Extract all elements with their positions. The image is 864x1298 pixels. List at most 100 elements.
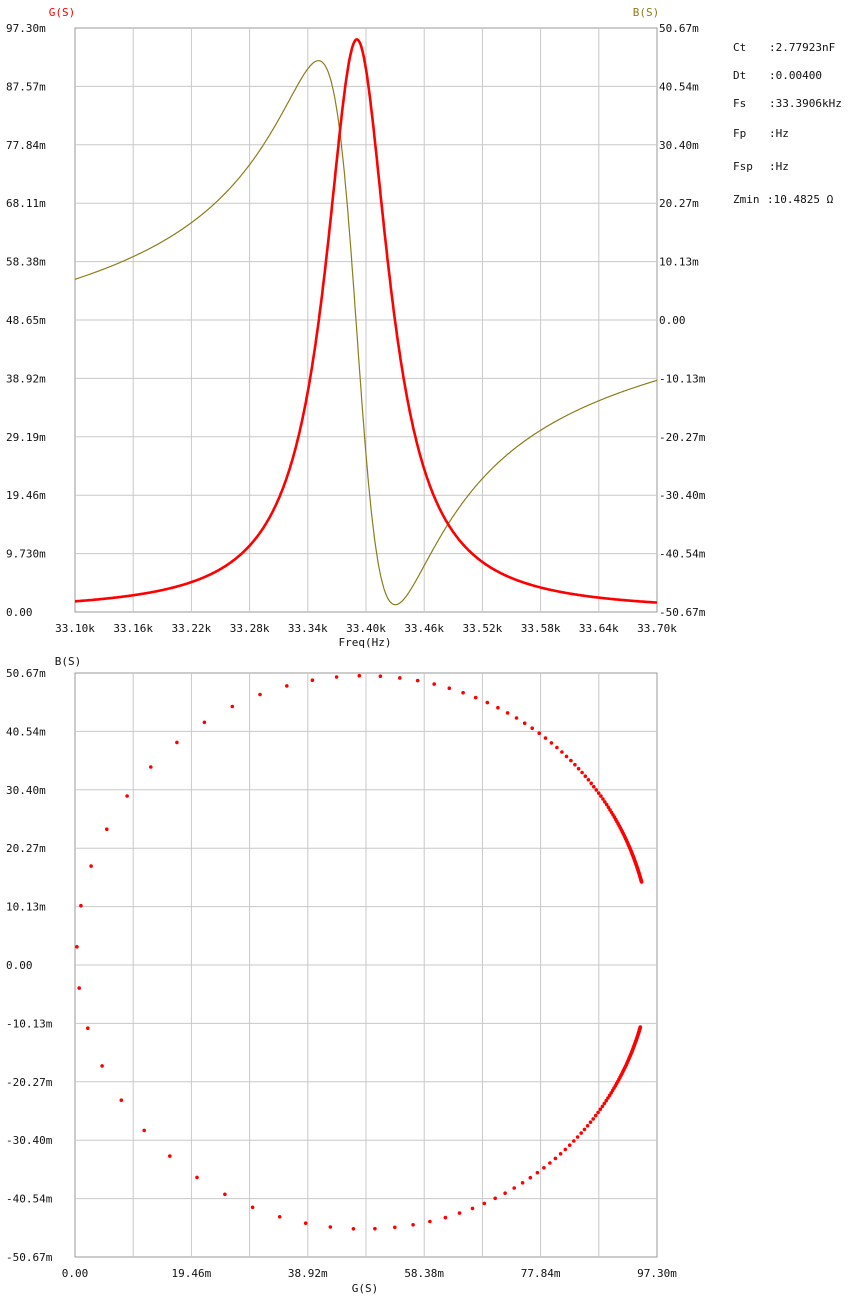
admittance-point: [607, 1093, 612, 1098]
top-x-tick-label: 33.70k: [637, 622, 677, 635]
admittance-point: [573, 762, 577, 767]
top-left-y-tick-label: 0.00: [6, 606, 33, 619]
admittance-point: [428, 1219, 432, 1224]
bottom-x-tick-label: 38.92m: [288, 1267, 328, 1280]
bottom-y-tick-label: -20.27m: [6, 1076, 53, 1089]
admittance-point: [548, 1161, 552, 1165]
admittance-point: [89, 864, 93, 868]
admittance-point: [639, 880, 644, 884]
admittance-point: [373, 1226, 377, 1231]
top-left-y-tick-label: 48.65m: [6, 314, 46, 327]
admittance-point: [594, 788, 599, 792]
info-fp-value: :Hz: [769, 127, 789, 140]
admittance-point: [579, 1131, 583, 1135]
top-left-y-tick-label: 87.57m: [6, 80, 46, 93]
admittance-point: [596, 791, 601, 795]
admittance-point: [457, 1211, 462, 1215]
top-left-y-tick-label: 58.38m: [6, 256, 46, 269]
info-ct-key: Ct: [733, 41, 746, 54]
admittance-point: [560, 750, 564, 754]
bottom-x-tick-label: 77.84m: [521, 1267, 561, 1280]
admittance-point: [601, 797, 605, 801]
admittance-point: [393, 1225, 397, 1230]
admittance-point: [503, 1191, 507, 1195]
admittance-point: [168, 1154, 172, 1158]
top-right-y-tick-label: 20.27m: [659, 197, 699, 210]
admittance-point: [604, 1098, 608, 1103]
admittance-point: [415, 678, 420, 683]
bottom-x-tick-label: 0.00: [62, 1267, 89, 1280]
admittance-point: [119, 1098, 124, 1102]
bottom-x-tick-label: 97.30m: [637, 1267, 677, 1280]
admittance-point: [567, 1143, 572, 1147]
admittance-point: [334, 675, 339, 679]
admittance-point: [195, 1175, 199, 1180]
info-ct-value: :2.77923nF: [769, 41, 835, 54]
admittance-point: [558, 1152, 563, 1156]
admittance-point: [443, 1215, 448, 1220]
admittance-point: [542, 1166, 546, 1170]
bottom-tick-labels: 0.00 19.46m 38.92m 58.38m 77.84m 97.30m -50.67…: [6, 667, 677, 1280]
admittance-point: [86, 1026, 90, 1030]
admittance-point: [505, 711, 510, 715]
admittance-point: [591, 1117, 595, 1121]
admittance-point: [586, 778, 591, 782]
admittance-point: [530, 726, 534, 730]
admittance-point: [496, 705, 500, 710]
top-right-y-tick-label: -20.27m: [659, 431, 706, 444]
top-x-tick-label: 33.16k: [113, 622, 153, 635]
top-left-y-tick-label: 19.46m: [6, 489, 46, 502]
admittance-point: [596, 1110, 600, 1115]
admittance-point: [432, 682, 437, 686]
bottom-x-axis-label: G(S): [352, 1282, 379, 1295]
admittance-point: [250, 1205, 255, 1210]
admittance-point: [411, 1223, 415, 1227]
admittance-point: [520, 1181, 525, 1185]
top-right-y-tick-label: -10.13m: [659, 372, 706, 385]
top-x-tick-label: 33.22k: [172, 622, 212, 635]
admittance-point: [564, 754, 569, 759]
top-x-axis-label: Freq(Hz): [339, 636, 392, 649]
bottom-series: [75, 673, 644, 1231]
bottom-y-tick-label: -40.54m: [6, 1193, 53, 1206]
info-dt-value: :0.00400: [769, 69, 822, 82]
admittance-point: [528, 1175, 533, 1180]
admittance-point: [230, 704, 235, 709]
info-fsp-value: :Hz: [769, 160, 789, 173]
admittance-point: [398, 676, 402, 680]
admittance-point: [461, 690, 465, 695]
top-left-y-tick-label: 9.730m: [6, 548, 46, 561]
admittance-point: [142, 1128, 146, 1133]
top-x-tick-label: 33.28k: [230, 622, 270, 635]
top-x-tick-label: 33.46k: [404, 622, 444, 635]
admittance-point: [606, 1096, 610, 1100]
top-right-y-tick-label: -40.54m: [659, 548, 706, 561]
admittance-point: [79, 903, 83, 908]
admittance-point: [285, 684, 289, 688]
admittance-point: [514, 716, 519, 720]
top-x-tick-label: 33.58k: [521, 622, 561, 635]
admittance-point: [606, 805, 611, 810]
top-right-y-tick-label: 50.67m: [659, 22, 699, 35]
admittance-point: [77, 986, 81, 990]
admittance-point: [493, 1196, 498, 1201]
admittance-point: [593, 1113, 598, 1118]
bottom-y-tick-label: -30.40m: [6, 1134, 53, 1147]
top-left-y-tick-label: 38.92m: [6, 372, 46, 385]
admittance-point: [583, 774, 588, 778]
top-tick-labels: 33.10k 33.16k 33.22k 33.28k 33.34k 33.40k 33.4…: [6, 22, 706, 635]
top-right-y-tick-label: 40.54m: [659, 80, 699, 93]
admittance-point: [258, 692, 262, 697]
bottom-y-tick-label: -50.67m: [6, 1251, 53, 1264]
admittance-point: [563, 1147, 568, 1152]
b-susceptance-line: [74, 60, 658, 606]
admittance-point: [592, 784, 596, 789]
admittance-point: [535, 1170, 540, 1175]
admittance-point: [598, 1107, 603, 1112]
admittance-point: [553, 1156, 558, 1161]
bottom-y-tick-label: 20.27m: [6, 842, 46, 855]
top-right-y-tick-label: -50.67m: [659, 606, 706, 619]
admittance-point: [522, 721, 527, 725]
admittance-point: [303, 1221, 308, 1225]
bottom-y-tick-label: 40.54m: [6, 725, 46, 738]
